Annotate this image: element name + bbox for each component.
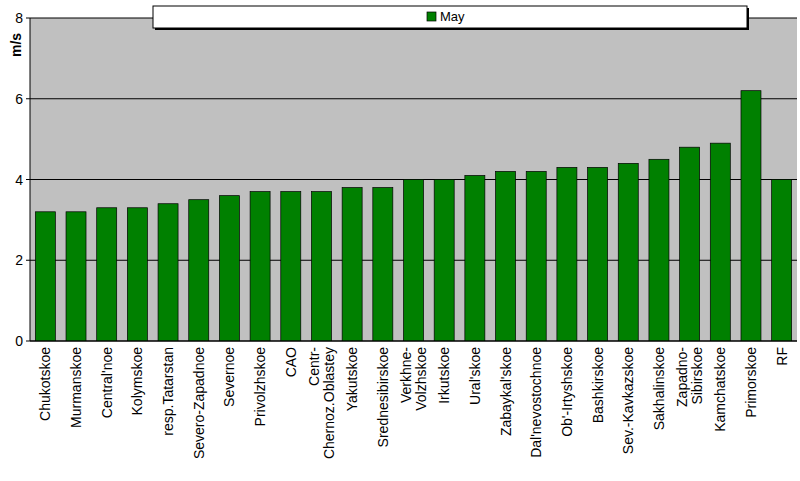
- category-label-line: Chukotskoe: [37, 347, 53, 421]
- grid-line: [30, 98, 797, 99]
- x-axis: [30, 341, 797, 342]
- category-label-line: Sakhalinskoe: [651, 347, 667, 430]
- category-label: Ural'skoe: [467, 347, 483, 405]
- tick-label: 4: [15, 172, 23, 188]
- bar: [772, 180, 792, 342]
- chart: 0 2 4 6 8 Chukotskoe Murmanskoe Central'noe Koly…: [0, 0, 800, 481]
- category-label-line: Ural'skoe: [467, 347, 483, 405]
- y-axis-label: m/s: [8, 33, 24, 57]
- tick-label: 2: [15, 252, 23, 268]
- bar: [710, 143, 730, 341]
- category-label-line: Dal'nevostochnoe: [528, 347, 544, 458]
- legend: [153, 6, 747, 28]
- bar: [158, 204, 178, 341]
- category-label-line: Kolymskoe: [129, 347, 145, 416]
- category-label: Primorskoe: [743, 347, 759, 418]
- category-label: Zapadno-Sibirskoe: [674, 347, 705, 407]
- category-label: Zabaykal'skoe: [498, 347, 514, 436]
- bar: [281, 192, 301, 341]
- category-label-line: Volzhskoe: [413, 347, 429, 411]
- category-label: Centr-Chernoz.Oblastey: [306, 347, 337, 459]
- tick-mark: [26, 18, 30, 19]
- category-label-line: Sev.-Kavkazskoe: [620, 347, 636, 454]
- bar: [66, 212, 86, 341]
- category-label-line: Chernoz.Oblastey: [321, 347, 337, 459]
- bar: [496, 171, 516, 341]
- y-axis: [30, 18, 31, 341]
- bar: [741, 91, 761, 341]
- plot-area: [30, 18, 797, 341]
- category-label-line: Verkhne-: [398, 347, 414, 403]
- category-label-line: Murmanskoe: [68, 347, 84, 428]
- category-label: Kamchatskoe: [712, 347, 728, 432]
- category-label: CAO: [283, 347, 299, 377]
- bar: [219, 196, 239, 341]
- category-label-line: Bashkirskoe: [590, 347, 606, 423]
- category-label-line: Centr-: [306, 347, 322, 386]
- bar: [588, 167, 608, 341]
- bars: [35, 91, 791, 341]
- tick-mark: [26, 98, 30, 99]
- category-label-line: Sibirskoe: [689, 347, 705, 405]
- bar: [342, 188, 362, 341]
- category-label-line: Primorskoe: [743, 347, 759, 418]
- category-label: RF: [774, 347, 790, 366]
- bar: [526, 171, 546, 341]
- category-label-line: Severo-Zapadnoe: [191, 347, 207, 459]
- category-label: Kolymskoe: [129, 347, 145, 416]
- bar: [680, 147, 700, 341]
- bar: [649, 159, 669, 341]
- bar: [557, 167, 577, 341]
- category-label: Central'noe: [99, 347, 115, 418]
- category-label: Murmanskoe: [68, 347, 84, 428]
- category-label: Sev.-Kavkazskoe: [620, 347, 636, 454]
- bar: [404, 180, 424, 342]
- category-label: Severnoe: [221, 347, 237, 407]
- category-label: Bashkirskoe: [590, 347, 606, 423]
- tick-label: 8: [15, 10, 23, 26]
- category-label-line: Ob'-Irtyshskoe: [559, 347, 575, 437]
- bar: [465, 175, 485, 341]
- legend-label: May: [440, 9, 465, 24]
- category-label-line: RF: [774, 347, 790, 366]
- category-label-line: Irkutskoe: [436, 347, 452, 404]
- bar: [97, 208, 117, 341]
- tick-mark: [26, 179, 30, 180]
- bar: [35, 212, 55, 341]
- category-label: Sakhalinskoe: [651, 347, 667, 430]
- bar: [311, 192, 331, 341]
- category-label-line: Central'noe: [99, 347, 115, 418]
- grid-line: [30, 341, 797, 342]
- category-label: resp.Tatarstan: [160, 347, 176, 436]
- tick-label: 6: [15, 91, 23, 107]
- category-label-line: resp.Tatarstan: [160, 347, 176, 436]
- category-label: Srednesibirskoe: [375, 347, 391, 448]
- category-label-line: Severnoe: [221, 347, 237, 407]
- bar: [373, 188, 393, 341]
- category-label-line: Zapadno-: [674, 347, 690, 407]
- category-label-line: Kamchatskoe: [712, 347, 728, 432]
- bar: [127, 208, 147, 341]
- category-label: Severo-Zapadnoe: [191, 347, 207, 459]
- bar: [250, 192, 270, 341]
- category-label: Verkhne-Volzhskoe: [398, 347, 429, 411]
- category-label-line: Zabaykal'skoe: [498, 347, 514, 436]
- category-label-line: Srednesibirskoe: [375, 347, 391, 448]
- bar: [618, 163, 638, 341]
- category-label-line: Yakutskoe: [344, 347, 360, 412]
- category-label: Yakutskoe: [344, 347, 360, 412]
- category-label-line: CAO: [283, 347, 299, 377]
- category-label: Dal'nevostochnoe: [528, 347, 544, 458]
- category-label: Privolzhskoe: [252, 347, 268, 427]
- category-label-line: Privolzhskoe: [252, 347, 268, 427]
- bar: [434, 180, 454, 342]
- tick-mark: [26, 341, 30, 342]
- legend-swatch: [427, 12, 436, 21]
- bar: [189, 200, 209, 341]
- category-label: Chukotskoe: [37, 347, 53, 421]
- tick-mark: [26, 260, 30, 261]
- category-label: Ob'-Irtyshskoe: [559, 347, 575, 437]
- tick-label: 0: [15, 333, 23, 349]
- category-label: Irkutskoe: [436, 347, 452, 404]
